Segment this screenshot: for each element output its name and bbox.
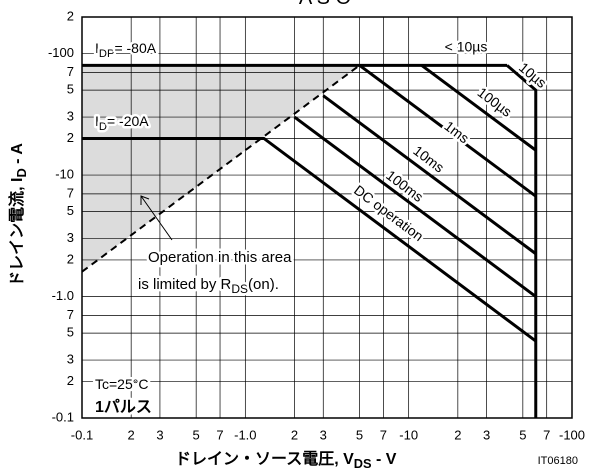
- y-tick-label: 7: [67, 64, 74, 79]
- condition: Tc=25°C: [95, 376, 148, 392]
- y-tick-label: 2: [67, 8, 74, 23]
- text-part: D: [99, 121, 107, 133]
- arrow-shaft: [140, 195, 173, 241]
- line-label: < 10µs: [445, 39, 488, 55]
- text-part: = -20A: [107, 113, 149, 129]
- soa-line: [82, 136, 537, 343]
- text-part: I: [95, 113, 99, 129]
- condition: 1パルス: [95, 398, 152, 416]
- y-tick-label: 2: [67, 373, 74, 388]
- y-tick-label: 3: [67, 230, 74, 245]
- soa-line: [420, 64, 537, 152]
- text-part: DS: [354, 456, 372, 471]
- x-tick-label: -10: [399, 427, 418, 442]
- soa-line: [322, 94, 537, 255]
- y-tick-label: 7: [67, 185, 74, 200]
- x-tick-label: 3: [320, 427, 327, 442]
- text-part: (on).: [248, 276, 279, 293]
- note: is limited by RDS(on).: [138, 276, 279, 296]
- text-part: ドレイン電流, I: [7, 178, 26, 287]
- text-part: - V: [372, 451, 397, 468]
- note: Operation in this area: [148, 249, 292, 266]
- text-part: DS: [231, 282, 248, 296]
- y-tick-label: 5: [67, 325, 74, 340]
- y-tick-label: -1.0: [52, 288, 74, 303]
- y-tick-label: 5: [67, 203, 74, 218]
- y-tick-label: 2: [67, 130, 74, 145]
- soa-line: [293, 115, 537, 298]
- y-axis-label: ドレイン電流, ID - A: [7, 143, 29, 287]
- x-tick-label: 7: [216, 427, 223, 442]
- text-part: = -80A: [114, 40, 156, 56]
- x-axis-label: ドレイン・ソース電圧, VDS - V: [175, 450, 397, 471]
- line-label: 1ms: [441, 118, 472, 147]
- x-tick-label: 2: [128, 427, 135, 442]
- y-tick-label: 7: [67, 307, 74, 322]
- text-part: D: [14, 168, 29, 177]
- x-tick-label: 5: [193, 427, 200, 442]
- text-part: - A: [9, 143, 26, 169]
- line-label: 10ms: [410, 142, 447, 175]
- x-tick-label: -1.0: [234, 427, 256, 442]
- y-tick-label: -10: [55, 166, 74, 181]
- x-tick-label: 3: [156, 427, 163, 442]
- x-tick-label: 5: [519, 427, 526, 442]
- y-tick-label: -0.1: [52, 409, 74, 424]
- y-tick-label: 2: [67, 251, 74, 266]
- x-tick-label: 3: [483, 427, 490, 442]
- text-part: DP: [99, 48, 115, 60]
- line-label: 100µs: [475, 84, 515, 120]
- text-part: ドレイン・ソース電圧, V: [175, 450, 354, 468]
- figure-code: IT06180: [538, 455, 578, 467]
- x-tick-label: 5: [356, 427, 363, 442]
- id-label: ID= -20A: [95, 113, 149, 133]
- x-tick-label: 2: [291, 427, 298, 442]
- y-tick-label: 5: [67, 82, 74, 97]
- soa-line: [506, 64, 538, 418]
- y-tick-label: -100: [48, 45, 74, 60]
- y-tick-label: 3: [67, 351, 74, 366]
- plot-frame: [81, 16, 573, 419]
- x-tick-label: 7: [380, 427, 387, 442]
- arrow-head: [140, 195, 150, 205]
- soa-line: [358, 64, 537, 198]
- x-tick-label: 2: [454, 427, 461, 442]
- annotation-arrow: [140, 195, 173, 241]
- chart-title: A S O: [299, 0, 351, 9]
- x-tick-label: 7: [543, 427, 550, 442]
- text-part: is limited by R: [138, 276, 232, 293]
- text-part: I: [95, 40, 99, 56]
- x-tick-label: -100: [559, 427, 585, 442]
- x-tick-label: -0.1: [71, 427, 93, 442]
- rds-limit-line: [81, 64, 361, 273]
- idp-label: IDP= -80A: [95, 40, 157, 60]
- y-tick-label: 3: [67, 109, 74, 124]
